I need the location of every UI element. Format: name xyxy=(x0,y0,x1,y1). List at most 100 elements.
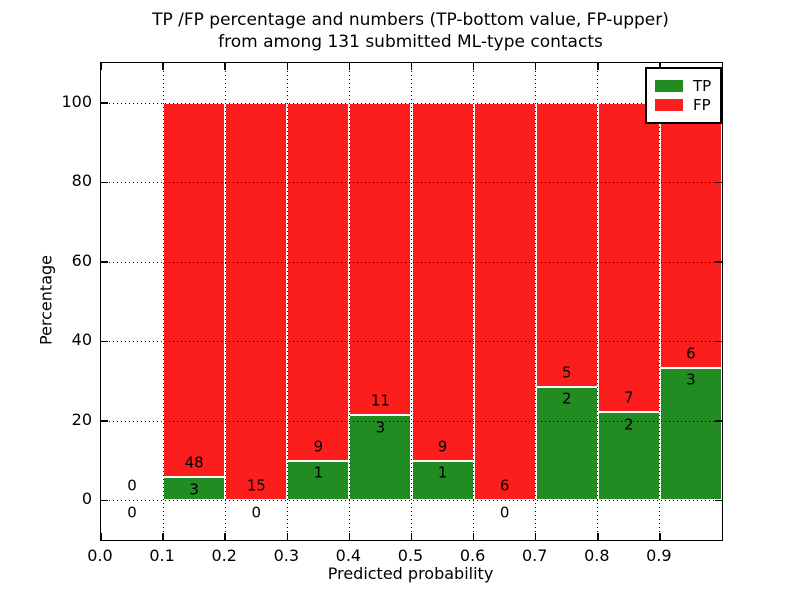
y-tick-label: 80 xyxy=(71,171,92,191)
y-tick xyxy=(101,420,108,422)
x-tick xyxy=(162,533,164,540)
tp-count-label: 1 xyxy=(437,463,448,482)
y-tick-label: 40 xyxy=(71,330,92,350)
fp-count-label: 7 xyxy=(624,388,634,407)
y-tick-right xyxy=(715,261,722,263)
y-tick-right xyxy=(715,340,722,342)
fp-count-label: 0 xyxy=(127,476,137,495)
bar-tp-segment xyxy=(163,476,226,501)
y-tick xyxy=(101,261,108,263)
x-tick-top xyxy=(100,63,102,70)
x-gridline xyxy=(224,63,226,540)
x-gridline xyxy=(535,63,537,540)
y-tick xyxy=(101,340,108,342)
x-tick-top xyxy=(286,63,289,70)
x-tick-top xyxy=(472,63,475,70)
tp-count-label: 3 xyxy=(375,418,386,437)
x-tick-label: 0.6 xyxy=(459,546,486,565)
fp-count-label: 11 xyxy=(370,391,390,410)
x-gridline xyxy=(162,63,164,540)
x-tick-label: 0.1 xyxy=(149,546,175,565)
bar-fp-segment xyxy=(659,102,722,368)
chart-title-line-2: from among 131 submitted ML-type contact… xyxy=(218,32,603,52)
x-tick-label: 0.8 xyxy=(584,546,610,565)
y-tick xyxy=(101,102,108,104)
bar-fp-segment xyxy=(473,102,536,501)
x-tick-top xyxy=(348,63,351,70)
legend-row: FP xyxy=(655,97,711,113)
x-tick-label: 0.3 xyxy=(273,546,300,565)
chart-title: TP /FP percentage and numbers (TP-bottom… xyxy=(100,9,721,53)
plot-area: 0 0 48 3 15 0 9 1 11 3 9 1 6 0 5 2 7 2 6 3 xyxy=(100,62,723,541)
tp-count-label: 2 xyxy=(561,389,572,408)
tp-count-label: 0 xyxy=(499,503,510,522)
legend-swatch-tp xyxy=(655,80,683,92)
chart-title-line-1: TP /FP percentage and numbers (TP-bottom… xyxy=(152,10,669,30)
x-tick-label: 0.4 xyxy=(335,546,362,565)
bar-tp-segment xyxy=(659,367,722,501)
x-tick-top xyxy=(410,63,413,70)
x-gridline xyxy=(286,63,288,540)
bar-fp-segment xyxy=(225,102,288,501)
fp-count-label: 6 xyxy=(686,344,696,363)
fp-count-label: 6 xyxy=(499,476,510,495)
y-tick-right xyxy=(715,181,722,183)
x-tick xyxy=(472,533,475,540)
bar-fp-segment xyxy=(349,102,412,416)
x-tick-top xyxy=(162,63,164,70)
y-tick-label: 20 xyxy=(71,409,92,429)
x-tick-label: 0.7 xyxy=(521,546,548,565)
tp-count-label: 0 xyxy=(251,503,262,522)
y-tick-label: 100 xyxy=(61,91,92,111)
x-tick xyxy=(659,533,661,540)
legend-swatch-fp xyxy=(655,99,683,111)
x-gridline xyxy=(348,63,350,540)
bar-tp-segment xyxy=(597,411,660,501)
x-tick-label: 0.9 xyxy=(646,546,672,565)
fp-count-label: 48 xyxy=(184,453,204,472)
legend-label-tp: TP xyxy=(693,77,712,95)
x-tick-top xyxy=(224,63,226,70)
x-tick-top xyxy=(659,63,661,70)
bar-fp-segment xyxy=(411,102,474,461)
x-tick xyxy=(224,533,226,540)
x-tick xyxy=(100,533,102,540)
bar-tp-segment xyxy=(349,415,412,501)
y-tick-right xyxy=(715,499,722,501)
fp-count-label: 15 xyxy=(246,476,266,495)
x-axis-label: Predicted probability xyxy=(327,564,494,583)
tp-count-label: 0 xyxy=(127,503,137,522)
x-tick xyxy=(410,533,413,540)
tp-count-label: 3 xyxy=(686,370,696,389)
bar-tp-segment xyxy=(287,460,350,501)
x-gridline xyxy=(597,63,599,540)
fp-count-label: 5 xyxy=(561,363,572,382)
x-gridline xyxy=(473,63,475,540)
y-tick-label: 60 xyxy=(71,250,92,270)
bar-fp-segment xyxy=(163,102,226,477)
x-tick xyxy=(348,533,351,540)
y-tick-right xyxy=(715,420,722,422)
bar-tp-segment xyxy=(535,386,598,501)
tp-count-label: 3 xyxy=(189,480,199,499)
bar-fp-segment xyxy=(287,102,350,461)
bar-fp-segment xyxy=(597,102,660,412)
tp-count-label: 2 xyxy=(624,415,634,434)
x-tick xyxy=(286,533,289,540)
x-tick-top xyxy=(597,63,599,70)
x-tick xyxy=(534,533,537,540)
y-tick xyxy=(101,499,108,501)
x-tick-label: 0.0 xyxy=(87,546,113,565)
fp-count-label: 9 xyxy=(313,437,324,456)
x-tick xyxy=(597,533,599,540)
x-tick-top xyxy=(534,63,537,70)
legend: TP FP xyxy=(645,67,723,124)
y-tick-label: 0 xyxy=(81,489,92,509)
x-tick-label: 0.5 xyxy=(397,546,424,565)
bar-tp-segment xyxy=(411,460,474,501)
y-tick xyxy=(101,181,108,183)
tp-count-label: 1 xyxy=(313,463,324,482)
x-gridline xyxy=(411,63,412,540)
legend-row: TP xyxy=(655,78,711,94)
